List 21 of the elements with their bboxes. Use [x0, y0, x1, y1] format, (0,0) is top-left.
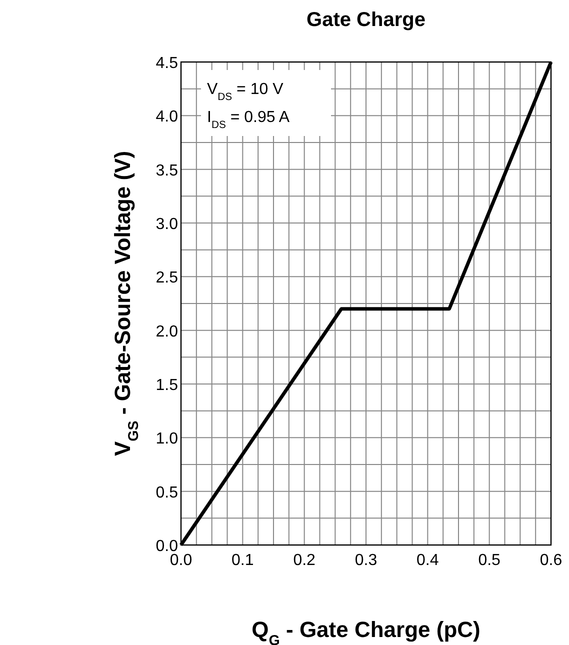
y-tick-label: 1.0 — [156, 430, 178, 448]
x-tick-label: 0.6 — [540, 552, 562, 569]
y-tick-label: 3.5 — [156, 162, 178, 180]
annotation: V$_{DS}$ = 10 V — [207, 81, 284, 102]
y-tick-label: 3.0 — [156, 216, 178, 233]
y-tick-label: 0.5 — [156, 484, 178, 502]
y-tick-label: 0.0 — [156, 538, 178, 555]
x-axis-title: Q$_{G}$ - Gate Charge (pC) — [252, 617, 480, 645]
y-tick-label: 4.5 — [156, 55, 178, 72]
x-tick-label: 0.0 — [170, 552, 192, 569]
y-tick-label: 1.5 — [156, 377, 178, 394]
x-tick-label: 0.1 — [232, 552, 254, 569]
y-tick-label: 4.0 — [156, 108, 178, 126]
y-tick-label: 2.5 — [156, 270, 178, 287]
y-tick-label: 2.0 — [156, 323, 178, 340]
x-tick-label: 0.3 — [354, 552, 378, 569]
x-tick-label: 0.4 — [416, 552, 439, 569]
x-tick-label: 0.5 — [478, 552, 501, 569]
annotation: I$_{DS}$ = 0.95 A — [207, 109, 290, 130]
chart-title: Gate Charge — [306, 9, 426, 31]
x-tick-label: 0.2 — [293, 552, 316, 569]
